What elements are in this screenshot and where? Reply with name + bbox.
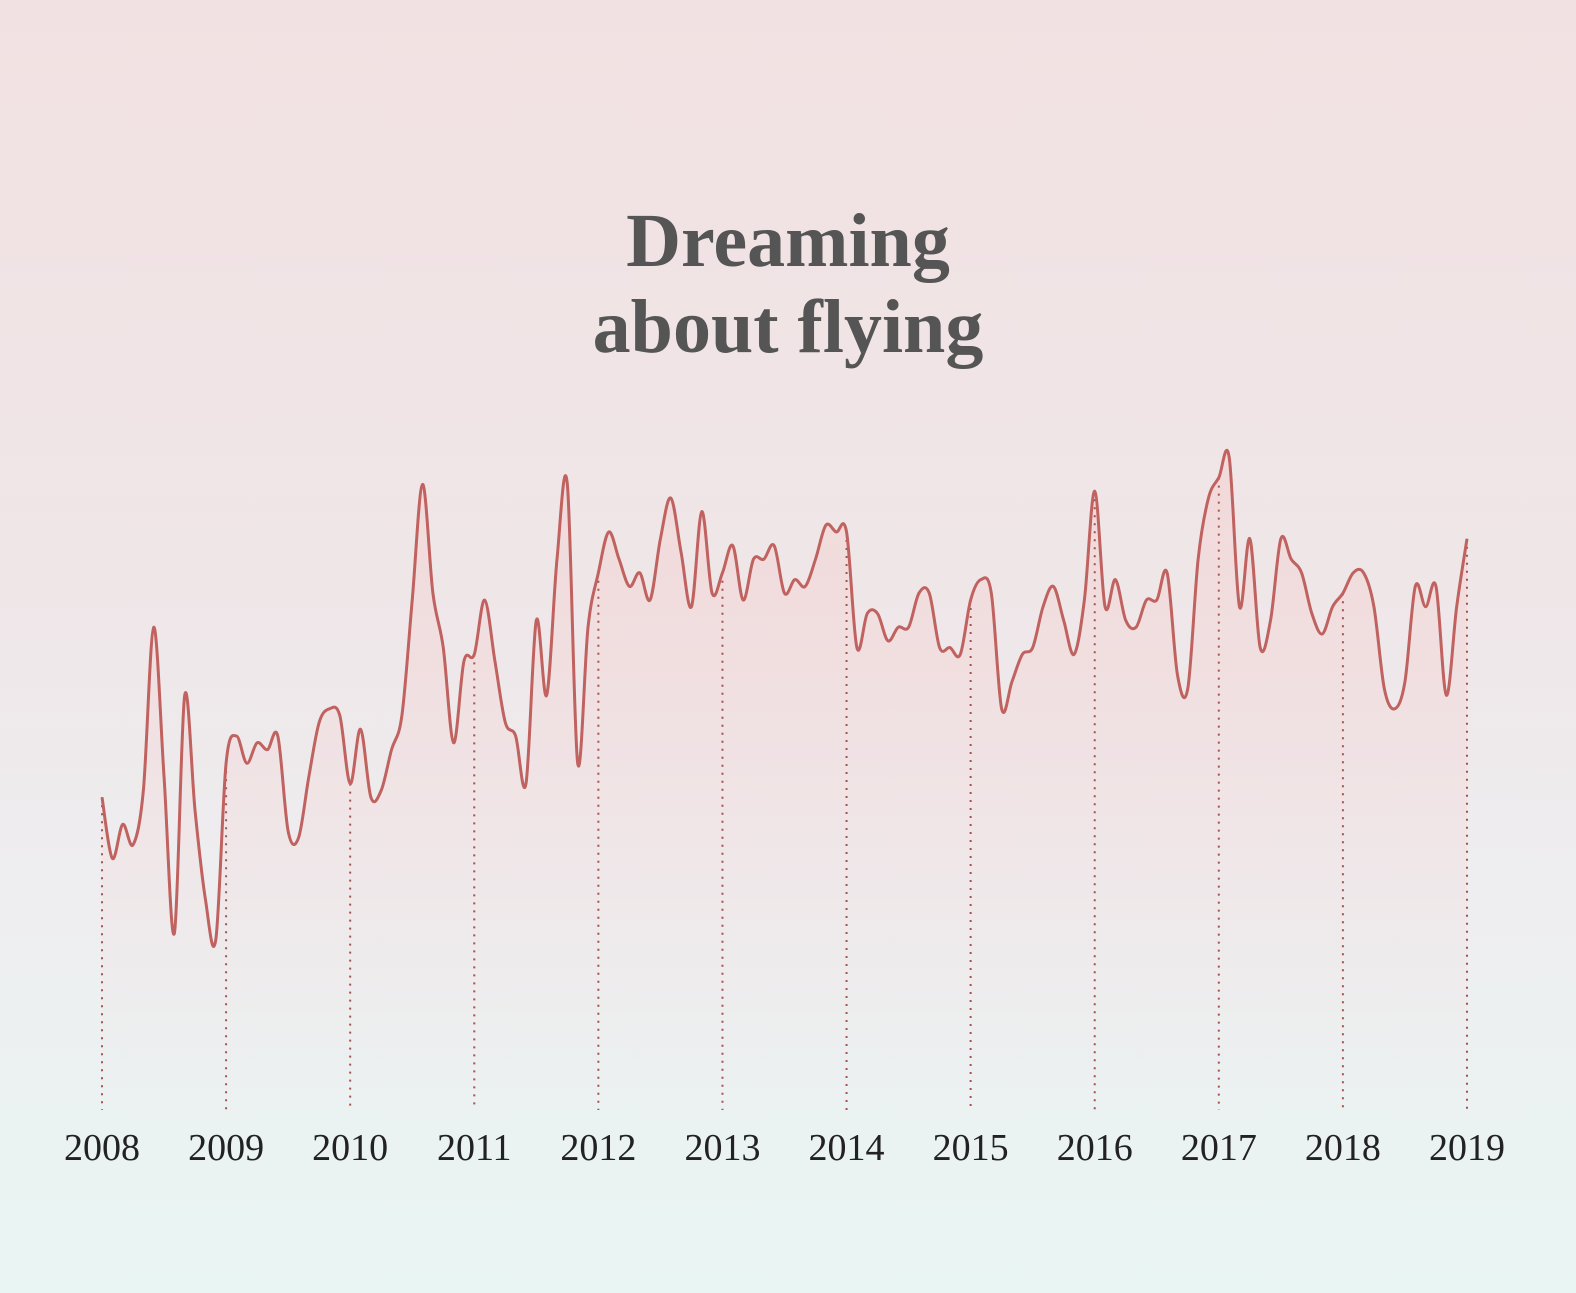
x-tick-label: 2015 — [933, 1127, 1009, 1169]
line — [100, 448, 1469, 949]
x-tick-label: 2009 — [188, 1127, 264, 1169]
x-tick-label: 2019 — [1429, 1127, 1505, 1169]
x-tick-label: 2018 — [1305, 1127, 1381, 1169]
x-tick-label: 2016 — [1057, 1127, 1133, 1169]
x-tick-label: 2011 — [437, 1127, 512, 1169]
chart-title: Dreaming about flying — [592, 199, 984, 369]
x-tick-label: 2008 — [64, 1127, 140, 1169]
x-tick-label: 2017 — [1181, 1127, 1257, 1169]
x-tick-label: 2013 — [684, 1127, 760, 1169]
x-tick-label: 2012 — [560, 1127, 636, 1169]
x-tick-label: 2014 — [809, 1127, 885, 1169]
area — [102, 450, 1467, 1110]
x-tick-label: 2010 — [312, 1127, 388, 1169]
